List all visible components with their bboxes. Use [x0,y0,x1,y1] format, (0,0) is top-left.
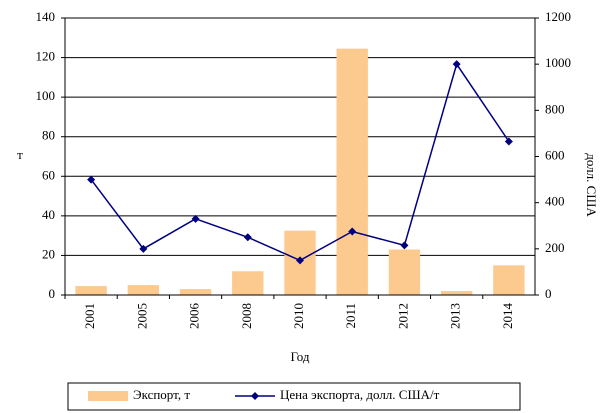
y-tick-label: 20 [42,246,55,261]
y2-tick-label: 800 [545,101,565,116]
x-tick-label: 2010 [291,303,306,329]
bar [179,289,212,295]
x-tick-label: 2013 [448,303,463,329]
marker [87,175,96,184]
marker [191,214,200,223]
y2-tick-label: 200 [545,240,565,255]
y-tick-label: 60 [42,167,55,182]
y-tick-label: 0 [49,286,56,301]
y2-tick-label: 0 [545,286,552,301]
x-tick-label: 2011 [343,303,358,329]
y-tick-label: 140 [36,9,56,24]
y-tick-label: 120 [36,49,56,64]
bar [127,285,159,295]
y-axis-label: т [17,147,23,162]
y2-tick-label: 600 [545,147,565,162]
y-tick-label: 100 [36,88,56,103]
marker [296,256,304,265]
legend-swatch [88,391,128,401]
x-tick-label: 2012 [395,303,410,329]
marker [452,60,461,69]
y2-tick-label: 1200 [545,9,571,24]
bar [336,48,368,295]
legend-label: Экспорт, т [133,387,190,402]
x-axis-label: Год [290,349,309,364]
x-tick-label: 2001 [82,303,97,329]
marker [348,227,357,236]
x-tick-label: 2008 [239,303,254,329]
y2-axis-label: долл. США [584,153,599,217]
marker [400,241,409,250]
y-tick-label: 80 [42,128,55,143]
y2-tick-label: 1000 [545,55,571,70]
bar [388,249,421,295]
legend-box [67,382,521,411]
legend-label: Цена экспорта, долл. США/т [280,387,440,402]
x-tick-label: 2005 [134,303,149,329]
marker [504,137,513,146]
y-tick-label: 40 [42,207,55,222]
y2-tick-label: 400 [545,194,565,209]
bar [232,271,264,295]
bar [75,286,107,295]
marker [243,233,252,242]
x-tick-label: 2006 [187,303,202,330]
bar [441,291,473,295]
x-tick-label: 2014 [500,303,515,330]
marker [139,244,148,253]
bar [493,265,525,295]
legend-marker [251,392,259,400]
